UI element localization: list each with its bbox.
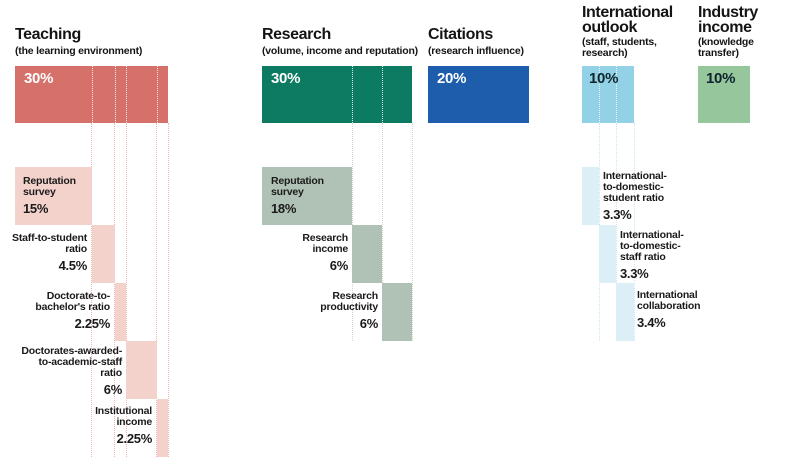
component-label: International- to-domestic- student rati… [603,170,667,223]
component-label-text: Doctorate-to- bachelor's ratio [35,290,110,313]
teaching-weight-value: 30% [24,70,54,87]
section-subtitle-research: (volume, income and reputation) [262,45,418,57]
research-weight-value: 30% [271,70,301,87]
segment-divider [599,66,600,123]
international-student-ratio-bar [582,167,599,225]
teaching-reputation-survey-bar [15,167,92,225]
segment-divider [114,66,116,123]
component-label: Doctorates-awarded- to-academic-staff ra… [21,345,123,398]
section-title-research: Research [262,26,331,43]
component-label-value: 15% [23,201,49,216]
component-label-value: 6% [359,316,379,331]
section-title-teaching: Teaching [15,26,81,43]
teaching-staff-student-ratio-bar [91,225,115,283]
research-weight-bar [262,66,412,123]
component-label-text: Institutional income [95,405,152,428]
component-label-text: Staff-to-student ratio [12,232,87,255]
component-label-value: 3.3% [620,266,649,281]
section-title-citations: Citations [428,26,493,43]
industry-income-weight-value: 10% [706,70,736,87]
component-label: Reputation survey 15% [23,175,76,217]
component-label: International collaboration 3.4% [637,289,701,331]
component-label-text: International- to-domestic- student rati… [603,170,667,204]
component-label-text: Doctorates-awarded- to-academic-staff ra… [21,345,122,379]
segment-divider [91,66,93,123]
citations-weight-value: 20% [437,70,467,87]
component-label: Research income 6% [302,232,349,274]
component-label-text: Reputation survey [271,175,324,198]
segment-divider [126,66,127,123]
component-label: Research productivity 6% [320,290,379,332]
international-outlook-weight-bar [582,66,634,123]
segment-divider [156,66,158,123]
guide-line [156,123,157,457]
section-subtitle-citations: (research influence) [428,45,524,57]
guide-line [412,123,413,341]
component-label: Reputation survey 18% [271,175,324,217]
component-label-text: Reputation survey [23,175,76,198]
international-outlook-weight-value: 10% [589,70,619,87]
industry-income-weight-bar [698,66,750,123]
section-title-international-outlook: International outlook [582,4,673,36]
component-label-text: Research productivity [320,290,378,313]
segment-divider [382,66,383,123]
guide-line [616,123,617,341]
component-label: International- to-domestic- staff ratio … [620,229,684,282]
component-label-value: 2.25% [74,316,111,331]
component-label: Staff-to-student ratio 4.5% [12,232,88,274]
section-subtitle-industry-income: (knowledge transfer) [698,36,754,59]
component-label-value: 6% [103,382,123,397]
component-label-text: International collaboration [637,289,701,312]
research-productivity-bar [382,283,412,341]
component-label-text: Research income [302,232,348,255]
research-income-bar [352,225,382,283]
teaching-doctorates-awarded-ratio-bar [126,341,157,399]
segment-divider [352,66,353,123]
teaching-doctorate-bachelor-ratio-bar [114,283,126,341]
component-label-value: 6% [329,258,349,273]
guide-line [382,123,383,341]
research-reputation-survey-bar [262,167,352,225]
component-label: Doctorate-to- bachelor's ratio 2.25% [35,290,111,332]
component-label-value: 2.25% [116,431,153,446]
section-subtitle-teaching: (the learning environment) [15,45,143,57]
teaching-weight-bar [15,66,168,123]
guide-line [634,123,635,341]
component-label-value: 3.4% [637,315,666,330]
segment-divider [616,66,617,123]
teaching-institutional-income-bar [156,399,168,457]
guide-line [168,123,169,457]
international-collaboration-bar [616,283,634,341]
guide-line [91,123,92,457]
component-label-text: International- to-domestic- staff ratio [620,229,684,263]
section-title-industry-income: Industry income [698,4,758,36]
international-staff-ratio-bar [599,225,616,283]
component-label: Institutional income 2.25% [95,405,153,447]
component-label-value: 3.3% [603,207,632,222]
component-label-value: 18% [271,201,297,216]
guide-line [126,123,127,457]
component-label-value: 4.5% [58,258,88,273]
section-subtitle-international-outlook: (staff, students, research) [582,36,657,59]
citations-weight-bar [428,66,529,123]
